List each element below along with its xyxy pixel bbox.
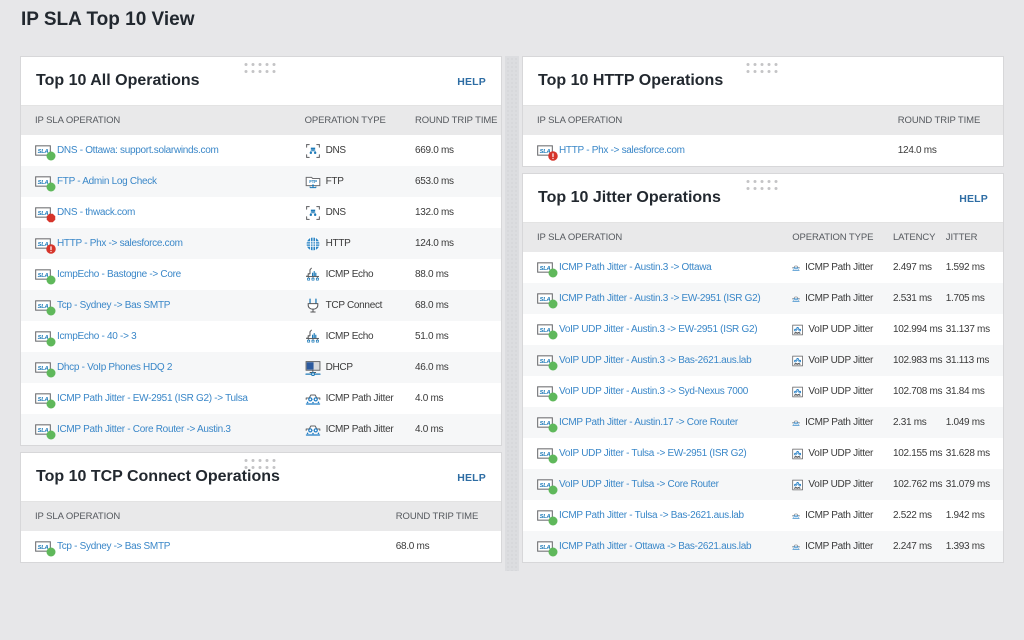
svg-text:FTP: FTP	[309, 179, 317, 184]
